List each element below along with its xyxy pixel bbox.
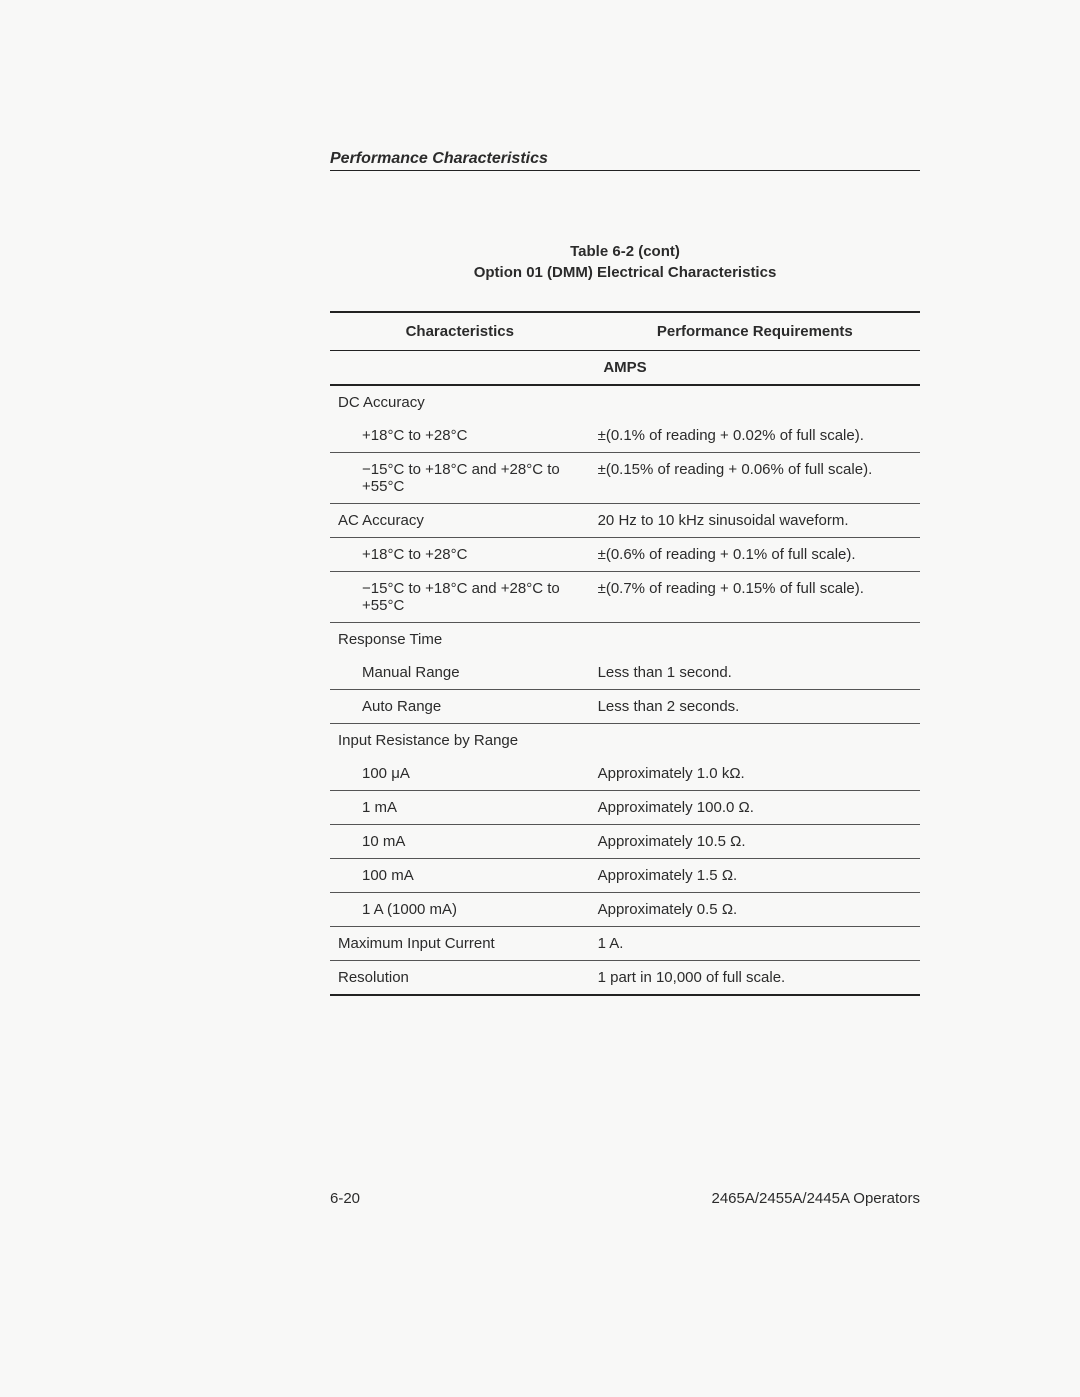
table-body: DC Accuracy +18°C to +28°C ±(0.1% of readi… (330, 385, 920, 995)
table-row: 1 A (1000 mA) Approximately 0.5 Ω. (330, 893, 920, 927)
cell-requirement: Approximately 0.5 Ω. (590, 893, 920, 927)
cell-requirement (590, 623, 920, 657)
cell-characteristic-text: −15°C to +18°C and +28°C to +55°C (338, 580, 582, 614)
table-row: 100 mA Approximately 1.5 Ω. (330, 859, 920, 893)
section-header: Performance Characteristics (330, 150, 920, 171)
cell-requirement: ±(0.6% of reading + 0.1% of full scale). (590, 538, 920, 572)
spec-table: Characteristics Performance Requirements… (330, 311, 920, 996)
footer-doc-ref: 2465A/2455A/2445A Operators (712, 1190, 921, 1207)
table-title-line1: Table 6-2 (cont) (330, 241, 920, 262)
table-row: −15°C to +18°C and +28°C to +55°C±(0.15%… (330, 453, 920, 504)
table-row: Auto Range Less than 2 seconds. (330, 690, 920, 724)
cell-requirement: Approximately 1.5 Ω. (590, 859, 920, 893)
table-row: Response Time (330, 623, 920, 657)
cell-characteristic: Maximum Input Current (330, 927, 590, 961)
cell-characteristic: Input Resistance by Range (330, 724, 590, 758)
cell-characteristic-text: 1 A (1000 mA) (338, 901, 582, 918)
cell-characteristic: 100 mA (330, 859, 590, 893)
table-row: Input Resistance by Range (330, 724, 920, 758)
table-section-row: AMPS (330, 351, 920, 386)
cell-characteristic-text: Auto Range (338, 698, 582, 715)
cell-requirement: 1 A. (590, 927, 920, 961)
cell-characteristic: −15°C to +18°C and +28°C to +55°C (330, 572, 590, 623)
table-row: AC Accuracy20 Hz to 10 kHz sinusoidal wa… (330, 504, 920, 538)
col-header-characteristics: Characteristics (330, 312, 590, 351)
cell-requirement: Less than 2 seconds. (590, 690, 920, 724)
cell-requirement: Approximately 1.0 kΩ. (590, 757, 920, 791)
cell-requirement: ±(0.7% of reading + 0.15% of full scale)… (590, 572, 920, 623)
table-row: 100 μA Approximately 1.0 kΩ. (330, 757, 920, 791)
cell-requirement: ±(0.15% of reading + 0.06% of full scale… (590, 453, 920, 504)
cell-characteristic-text: +18°C to +28°C (338, 427, 582, 444)
cell-requirement (590, 385, 920, 419)
col-header-requirements: Performance Requirements (590, 312, 920, 351)
page-footer: 6-20 2465A/2455A/2445A Operators (330, 1190, 920, 1207)
cell-characteristic-text: +18°C to +28°C (338, 546, 582, 563)
cell-characteristic: 1 mA (330, 791, 590, 825)
cell-requirement: Approximately 10.5 Ω. (590, 825, 920, 859)
table-header-row: Characteristics Performance Requirements (330, 312, 920, 351)
cell-characteristic: +18°C to +28°C (330, 538, 590, 572)
cell-requirement (590, 724, 920, 758)
cell-characteristic-text: 1 mA (338, 799, 582, 816)
table-row: Maximum Input Current1 A. (330, 927, 920, 961)
table-row: +18°C to +28°C ±(0.1% of reading + 0.02% … (330, 419, 920, 453)
table-row: +18°C to +28°C ±(0.6% of reading + 0.1% o… (330, 538, 920, 572)
table-row: Manual Range Less than 1 second. (330, 656, 920, 690)
cell-characteristic-text: −15°C to +18°C and +28°C to +55°C (338, 461, 582, 495)
cell-requirement: 1 part in 10,000 of full scale. (590, 961, 920, 996)
table-row: DC Accuracy (330, 385, 920, 419)
cell-characteristic: −15°C to +18°C and +28°C to +55°C (330, 453, 590, 504)
cell-characteristic: 10 mA (330, 825, 590, 859)
page: Performance Characteristics Table 6-2 (c… (0, 0, 1080, 1397)
cell-requirement: Approximately 100.0 Ω. (590, 791, 920, 825)
cell-characteristic-text: 100 μA (338, 765, 582, 782)
cell-characteristic: +18°C to +28°C (330, 419, 590, 453)
cell-characteristic: Response Time (330, 623, 590, 657)
table-row: 1 mA Approximately 100.0 Ω. (330, 791, 920, 825)
cell-characteristic: 100 μA (330, 757, 590, 791)
cell-characteristic: DC Accuracy (330, 385, 590, 419)
cell-characteristic: Auto Range (330, 690, 590, 724)
cell-characteristic: AC Accuracy (330, 504, 590, 538)
cell-requirement: 20 Hz to 10 kHz sinusoidal waveform. (590, 504, 920, 538)
table-row: Resolution1 part in 10,000 of full scale… (330, 961, 920, 996)
cell-characteristic-text: Manual Range (338, 664, 582, 681)
table-title-line2: Option 01 (DMM) Electrical Characteristi… (330, 262, 920, 283)
cell-characteristic-text: 10 mA (338, 833, 582, 850)
cell-characteristic-text: 100 mA (338, 867, 582, 884)
table-title-block: Table 6-2 (cont) Option 01 (DMM) Electri… (330, 241, 920, 283)
cell-characteristic: 1 A (1000 mA) (330, 893, 590, 927)
table-row: 10 mA Approximately 10.5 Ω. (330, 825, 920, 859)
table-row: −15°C to +18°C and +28°C to +55°C±(0.7% … (330, 572, 920, 623)
cell-characteristic: Resolution (330, 961, 590, 996)
cell-characteristic: Manual Range (330, 656, 590, 690)
footer-page-number: 6-20 (330, 1190, 360, 1207)
cell-requirement: ±(0.1% of reading + 0.02% of full scale)… (590, 419, 920, 453)
section-label: AMPS (330, 351, 920, 386)
cell-requirement: Less than 1 second. (590, 656, 920, 690)
